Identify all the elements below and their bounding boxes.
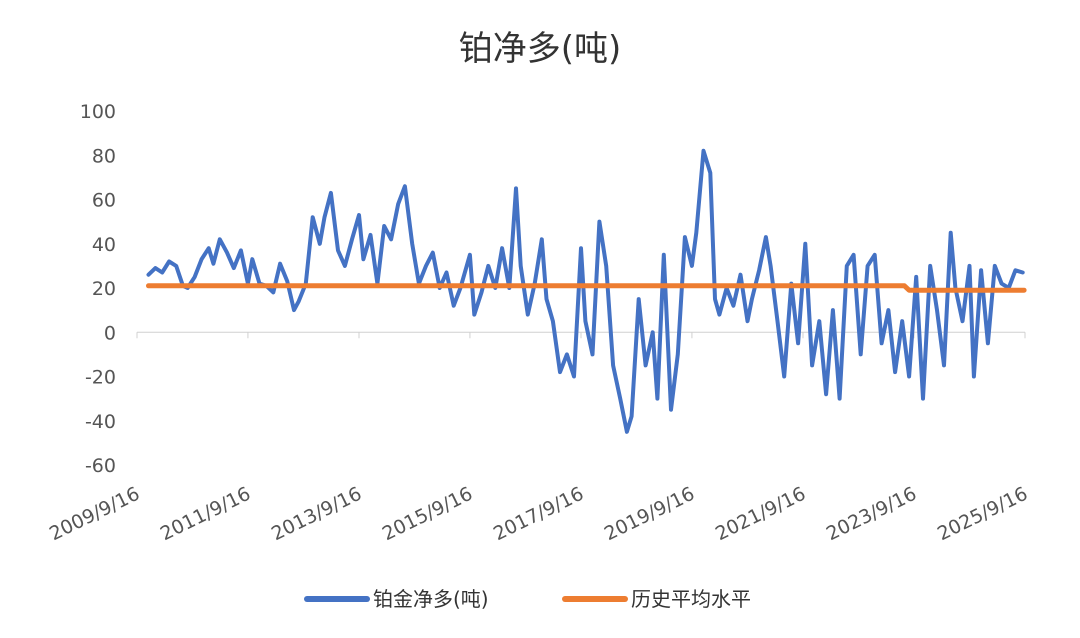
y-tick-label: -40 — [85, 411, 116, 433]
x-tick-label: 2009/9/16 — [46, 483, 143, 545]
x-tick-label: 2011/9/16 — [157, 483, 254, 545]
series-line-platinum-net-long — [146, 148, 1025, 434]
series-line-historical-average — [146, 283, 1027, 293]
y-tick-label: 0 — [104, 322, 116, 344]
y-tick-label: 60 — [92, 190, 116, 212]
y-axis: 100 80 60 40 20 0 -20 -40 -60 — [80, 101, 116, 477]
x-tick-label: 2017/9/16 — [490, 483, 587, 545]
x-tick-label: 2021/9/16 — [712, 483, 809, 545]
y-tick-label: -20 — [85, 367, 116, 389]
y-tick-label: 100 — [80, 101, 116, 123]
x-tick-label: 2015/9/16 — [379, 483, 476, 545]
chart-title: 铂净多(吨) — [459, 29, 622, 69]
legend-label-platinum-net-long: 铂金净多(吨) — [373, 587, 489, 611]
plot-area — [146, 148, 1027, 434]
legend: 铂金净多(吨) 历史平均水平 — [304, 587, 751, 611]
y-tick-label: 40 — [92, 234, 116, 256]
x-tick-label: 2019/9/16 — [601, 483, 698, 545]
x-axis: 2009/9/16 2011/9/16 2013/9/16 2015/9/16 2017… — [46, 332, 1031, 545]
x-tick-label: 2025/9/16 — [934, 483, 1031, 545]
y-tick-label: 80 — [92, 145, 116, 167]
x-tick-label: 2023/9/16 — [823, 483, 920, 545]
legend-label-historical-average: 历史平均水平 — [631, 587, 751, 611]
y-tick-label: -60 — [85, 455, 116, 477]
x-tick-label: 2013/9/16 — [268, 483, 365, 545]
y-tick-label: 20 — [92, 278, 116, 300]
